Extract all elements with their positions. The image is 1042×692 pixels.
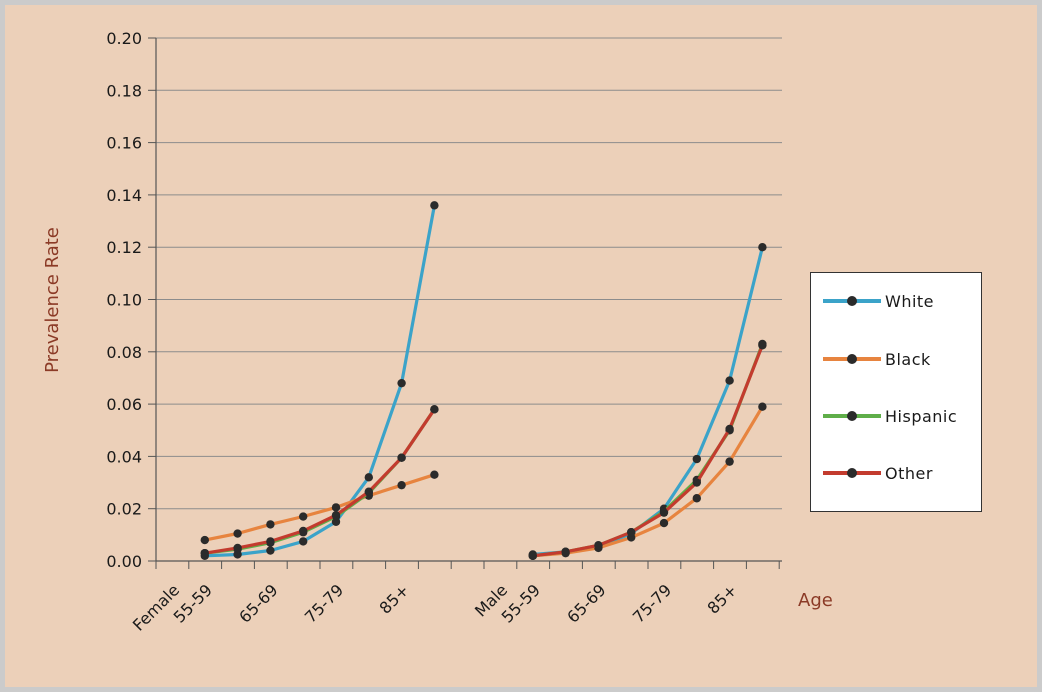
data-point-black bbox=[299, 512, 308, 521]
legend-item-other: Other bbox=[823, 463, 933, 483]
legend-item-black: Black bbox=[823, 349, 931, 369]
legend-label: White bbox=[885, 291, 935, 311]
data-point-black bbox=[200, 535, 209, 545]
x-category-label: 65-69 bbox=[235, 580, 281, 626]
legend-label: Other bbox=[885, 463, 933, 483]
x-category-label: 75-79 bbox=[301, 580, 347, 626]
data-point-other bbox=[200, 548, 209, 558]
data-point-other bbox=[266, 537, 275, 546]
data-point-other bbox=[561, 547, 570, 557]
data-point-other bbox=[659, 508, 669, 517]
legend-swatch bbox=[823, 406, 881, 426]
data-point-black bbox=[430, 470, 439, 479]
y-tick-labels: 0.00 0.02 0.04 0.06 0.08 0.10 0.12 0.14 0.16 0.18… bbox=[106, 29, 142, 571]
y-tick-label: 0.10 bbox=[106, 291, 142, 310]
series-line-other-female bbox=[204, 408, 436, 555]
gridlines bbox=[148, 37, 782, 562]
x-category-label: 85+ bbox=[704, 580, 741, 617]
y-tick-label: 0.08 bbox=[106, 343, 142, 362]
y-tick-label: 0.14 bbox=[106, 186, 142, 205]
legend-label: Black bbox=[885, 349, 931, 369]
y-tick-label: 0.12 bbox=[106, 238, 142, 257]
data-point-other bbox=[430, 405, 439, 414]
data-point-other bbox=[299, 526, 308, 536]
y-tick-label: 0.00 bbox=[106, 552, 142, 571]
data-point-black bbox=[331, 503, 341, 512]
data-point-white bbox=[758, 243, 767, 252]
legend-label: Hispanic bbox=[885, 406, 958, 426]
y-tick-label: 0.02 bbox=[106, 500, 142, 519]
data-point-other bbox=[397, 453, 406, 462]
data-point-white bbox=[397, 378, 406, 388]
series-lines bbox=[200, 201, 767, 560]
data-point-white bbox=[364, 473, 373, 482]
y-tick-label: 0.16 bbox=[106, 134, 142, 153]
x-category-label: 85+ bbox=[376, 580, 413, 617]
y-tick-label: 0.20 bbox=[106, 29, 142, 48]
data-point-other bbox=[331, 511, 341, 520]
data-point-black bbox=[266, 520, 275, 529]
legend-item-white: White bbox=[823, 291, 934, 311]
axes bbox=[155, 38, 782, 569]
legend-swatch bbox=[823, 291, 881, 311]
legend: White Black Hispanic Other bbox=[810, 272, 982, 512]
data-point-black bbox=[725, 457, 734, 466]
data-point-other bbox=[758, 341, 767, 350]
legend-swatch bbox=[823, 349, 881, 369]
data-point-black bbox=[397, 480, 406, 490]
data-point-other bbox=[528, 551, 537, 560]
data-point-black bbox=[692, 494, 701, 503]
data-point-other bbox=[692, 478, 701, 487]
series-line-black-female bbox=[204, 473, 435, 542]
data-point-other bbox=[364, 487, 373, 496]
data-point-white bbox=[299, 537, 308, 546]
data-point-other bbox=[627, 528, 636, 537]
y-tick-label: 0.18 bbox=[106, 81, 142, 100]
x-axis-title: Age bbox=[798, 590, 833, 611]
y-axis-title: Prevalence Rate bbox=[42, 227, 63, 373]
data-point-white bbox=[430, 201, 439, 210]
series-line-white-female bbox=[204, 205, 436, 558]
y-tick-label: 0.04 bbox=[106, 447, 142, 466]
data-point-white bbox=[266, 546, 275, 555]
data-point-black bbox=[659, 518, 669, 528]
series-line-other-male bbox=[532, 344, 764, 558]
data-point-black bbox=[758, 402, 767, 411]
data-point-other bbox=[725, 424, 734, 434]
legend-item-hispanic: Hispanic bbox=[823, 406, 957, 426]
data-point-white bbox=[692, 454, 701, 464]
data-point-white bbox=[725, 376, 734, 385]
legend-swatch bbox=[823, 463, 881, 483]
x-category-label: 75-79 bbox=[629, 580, 675, 626]
data-point-black bbox=[233, 529, 242, 538]
y-tick-label: 0.06 bbox=[106, 395, 142, 414]
x-category-label: 65-69 bbox=[563, 580, 609, 626]
data-point-other bbox=[594, 541, 603, 550]
data-point-other bbox=[233, 543, 242, 553]
